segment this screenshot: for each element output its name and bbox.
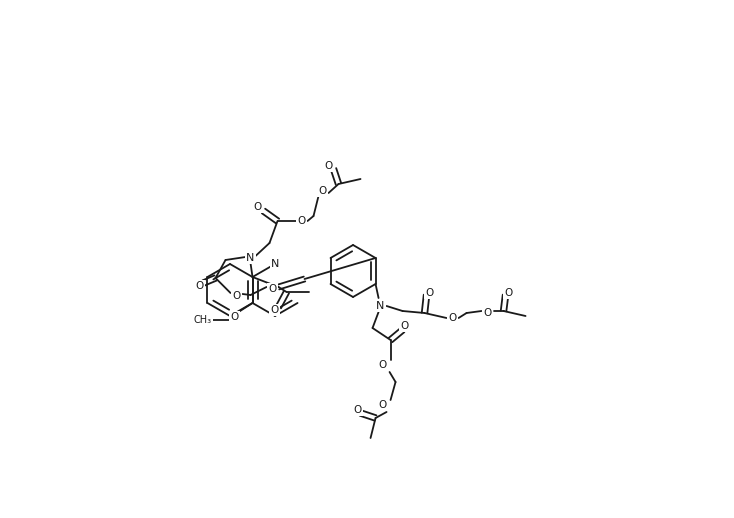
Text: N: N [377,301,385,311]
Text: O: O [270,305,279,315]
Text: N: N [271,259,279,269]
Text: O: O [253,202,261,212]
Text: O: O [269,284,277,294]
Text: O: O [319,186,327,196]
Text: O: O [401,321,409,331]
Text: O: O [354,405,362,415]
Text: O: O [297,216,305,226]
Text: CH₃: CH₃ [194,315,211,325]
Text: O: O [426,288,434,298]
Text: O: O [379,400,387,410]
Text: O: O [324,161,333,171]
Text: O: O [448,313,457,323]
Text: O: O [233,291,241,301]
Text: O: O [230,312,239,322]
Text: O: O [195,281,203,291]
Text: O: O [379,360,387,370]
Text: O: O [484,308,492,318]
Text: O: O [504,288,512,298]
Text: N: N [247,253,255,263]
